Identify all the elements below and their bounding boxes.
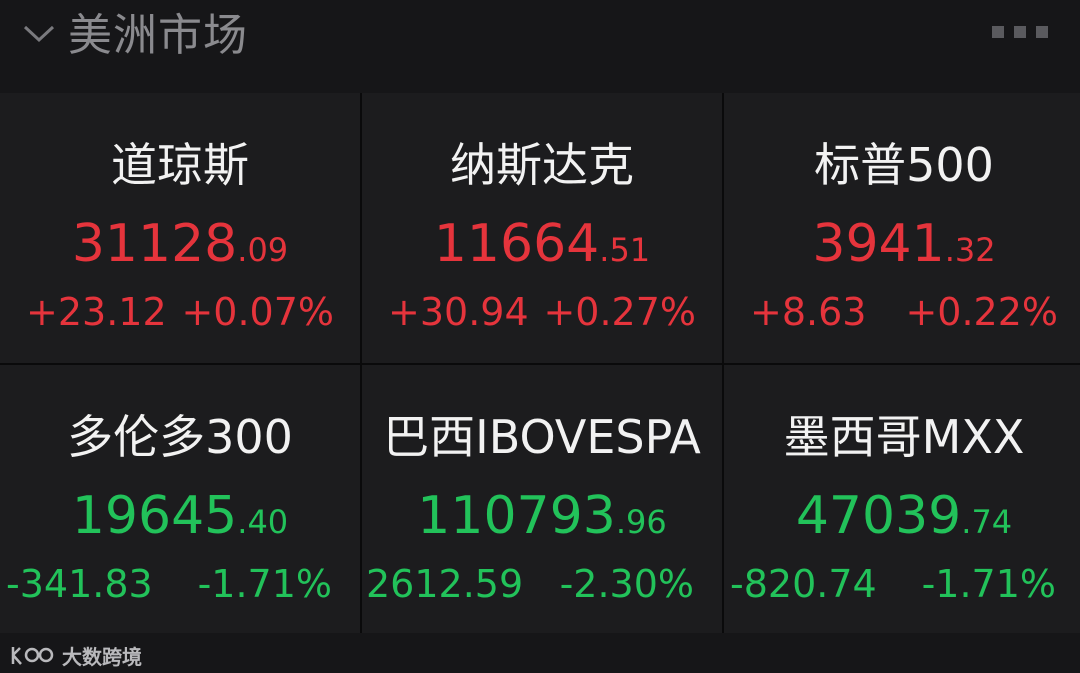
market-change-row: 2612.59 -2.30% <box>362 559 722 609</box>
market-card-nasdaq[interactable]: 纳斯达克 11664.51 +30.94 +0.27% <box>362 93 722 363</box>
market-card-sp500[interactable]: 标普500 3941.32 +8.63 +0.22% <box>724 93 1080 363</box>
market-change-row: +23.12 +0.07% <box>0 287 360 337</box>
market-change: +8.63 <box>750 290 867 334</box>
chevron-down-icon[interactable] <box>22 20 56 46</box>
market-change-row: -820.74 -1.71% <box>724 559 1080 609</box>
market-change: +30.94 <box>388 290 529 334</box>
footer-bar: 大数跨境 <box>0 633 1080 673</box>
dashuju-logo-icon <box>11 646 54 665</box>
market-percent: -2.30% <box>559 562 694 606</box>
more-dots-icon[interactable] <box>992 26 1048 38</box>
market-percent: +0.22% <box>905 290 1058 334</box>
market-name: 多伦多300 <box>67 410 293 464</box>
market-grid: 道琼斯 31128.09 +23.12 +0.07% 纳斯达克 11664.51… <box>0 93 1080 635</box>
market-price: 47039.74 <box>795 486 1013 546</box>
market-price: 31128.09 <box>71 214 289 274</box>
market-price: 110793.96 <box>417 486 667 546</box>
market-change: +23.12 <box>26 290 167 334</box>
market-card-toronto300[interactable]: 多伦多300 19645.40 -341.83 -1.71% <box>0 365 360 635</box>
watermark-text: 大数跨境 <box>62 645 142 669</box>
market-percent: +0.07% <box>181 290 334 334</box>
market-name: 墨西哥MXX <box>783 410 1025 464</box>
market-price: 3941.32 <box>812 214 996 274</box>
watermark: 大数跨境 <box>10 641 142 670</box>
market-percent: -1.71% <box>921 562 1056 606</box>
market-card-dow-jones[interactable]: 道琼斯 31128.09 +23.12 +0.07% <box>0 93 360 363</box>
market-percent: +0.27% <box>543 290 696 334</box>
market-name: 道琼斯 <box>111 138 249 192</box>
market-name: 纳斯达克 <box>450 138 634 192</box>
market-price: 19645.40 <box>71 486 289 546</box>
market-change-row: +30.94 +0.27% <box>362 287 722 337</box>
market-change: -820.74 <box>730 562 877 606</box>
market-change: -341.83 <box>6 562 153 606</box>
market-price: 11664.51 <box>433 214 651 274</box>
market-change: 2612.59 <box>366 562 524 606</box>
section-title: 美洲市场 <box>68 10 248 61</box>
market-name: 巴西IBOVESPA <box>383 410 701 464</box>
market-percent: -1.71% <box>197 562 332 606</box>
market-change-row: -341.83 -1.71% <box>0 559 360 609</box>
market-card-ibovespa[interactable]: 巴西IBOVESPA 110793.96 2612.59 -2.30% <box>362 365 722 635</box>
market-card-mxx[interactable]: 墨西哥MXX 47039.74 -820.74 -1.71% <box>724 365 1080 635</box>
market-change-row: +8.63 +0.22% <box>724 287 1080 337</box>
market-name: 标普500 <box>814 138 994 192</box>
section-header[interactable]: 美洲市场 <box>0 0 1080 92</box>
